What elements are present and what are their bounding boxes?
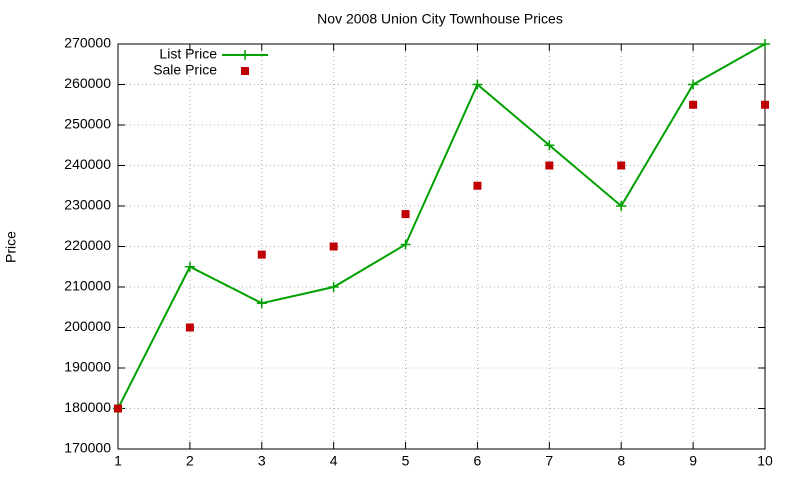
y-tick-label: 230000 [64, 197, 111, 213]
y-axis-label: Price [3, 231, 19, 263]
point [473, 181, 482, 190]
x-tick-label: 4 [330, 453, 338, 469]
legend-marker [241, 67, 249, 75]
y-tick-label: 170000 [64, 440, 111, 456]
legend-marker [240, 50, 250, 60]
x-tick-label: 7 [545, 453, 553, 469]
point [256, 298, 267, 309]
x-tick-label: 3 [258, 453, 266, 469]
x-tick-label: 2 [186, 453, 194, 469]
point [400, 239, 411, 250]
plot-frame [117, 43, 766, 450]
series-line [117, 43, 766, 409]
x-tick-label: 10 [757, 453, 773, 469]
point [689, 100, 698, 109]
y-tick-label: 220000 [64, 237, 111, 253]
y-tick-label: 250000 [64, 116, 111, 132]
y-tick-label: 260000 [64, 75, 111, 91]
point [616, 201, 627, 211]
point [545, 161, 554, 170]
point [328, 282, 339, 292]
y-tick-label: 240000 [64, 156, 111, 172]
y-tick-label: 200000 [64, 318, 111, 334]
point [544, 140, 555, 151]
point [401, 210, 410, 219]
y-tick-label: 210000 [64, 278, 111, 294]
x-tick-label: 6 [474, 453, 482, 469]
legend-label: List Price [159, 46, 217, 62]
point [760, 39, 770, 49]
point [688, 79, 699, 90]
point [329, 242, 338, 251]
x-tick-label: 9 [689, 453, 697, 469]
y-tick-label: 180000 [64, 399, 111, 415]
point [114, 404, 122, 413]
point [257, 250, 266, 259]
chart-title: Nov 2008 Union City Townhouse Prices [317, 11, 563, 27]
point [184, 261, 195, 272]
point [185, 323, 194, 332]
point [761, 100, 769, 109]
y-tick-label: 190000 [64, 359, 111, 375]
point [617, 161, 626, 170]
x-tick-label: 1 [114, 453, 122, 469]
y-tick-label: 270000 [64, 35, 111, 51]
x-tick-label: 8 [617, 453, 625, 469]
x-tick-label: 5 [402, 453, 410, 469]
point [472, 79, 483, 90]
legend-label: Sale Price [153, 62, 217, 78]
